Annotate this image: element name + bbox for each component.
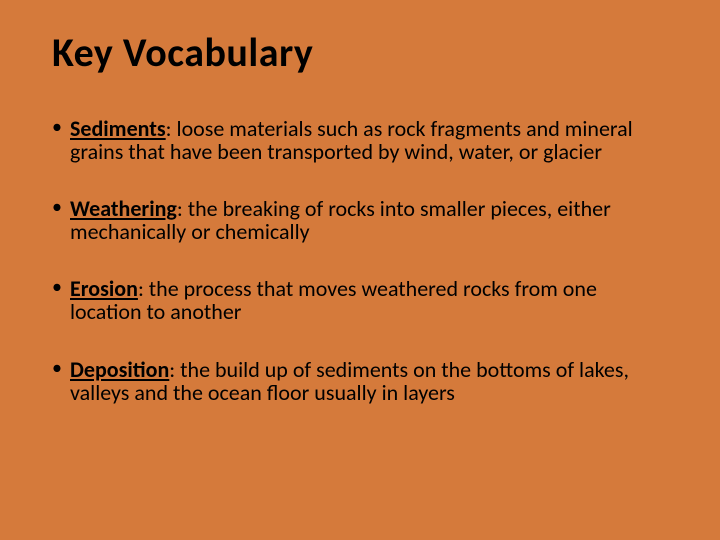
list-item: Erosion: the process that moves weathere… (52, 277, 668, 323)
list-item: Sediments: loose materials such as rock … (52, 117, 668, 163)
slide-title: Key Vocabulary (52, 28, 668, 77)
slide-container: Key Vocabulary Sediments: loose material… (0, 0, 720, 540)
list-item: Weathering: the breaking of rocks into s… (52, 197, 668, 243)
vocab-list: Sediments: loose materials such as rock … (52, 117, 668, 404)
list-item: Deposition: the build up of sediments on… (52, 358, 668, 404)
term-definition: : the process that moves weathered rocks… (70, 275, 597, 325)
